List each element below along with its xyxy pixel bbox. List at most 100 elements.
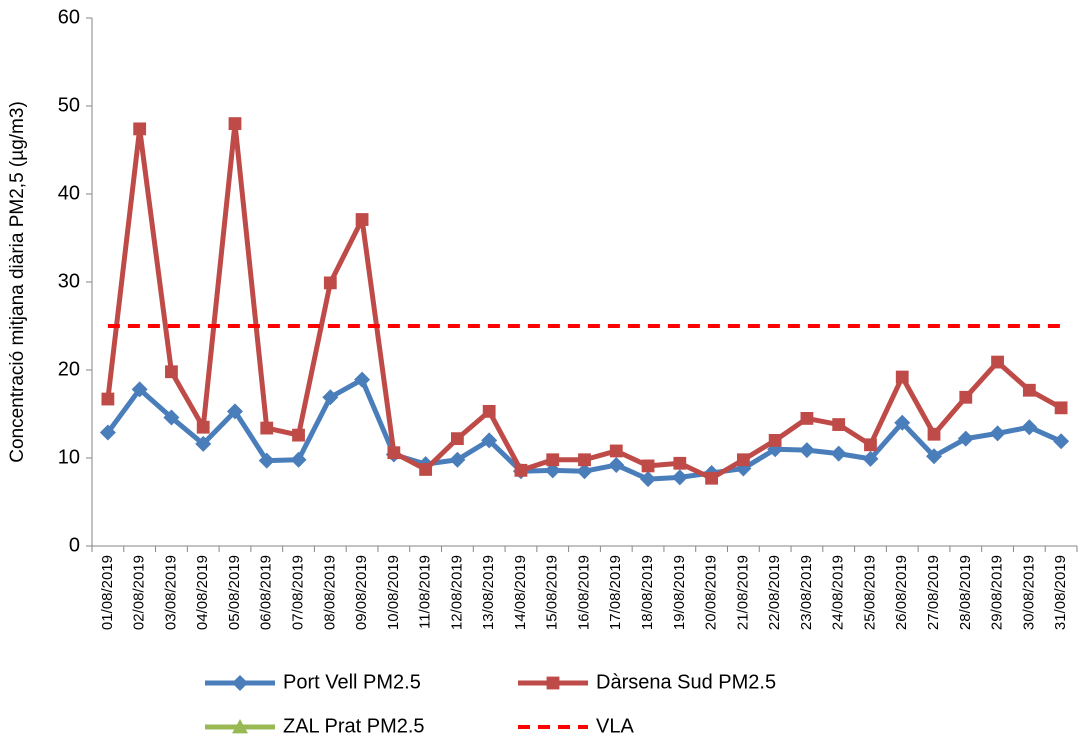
x-tick-label: 27/08/2019 [925, 555, 942, 630]
marker [387, 446, 401, 460]
x-tick-label: 06/08/2019 [258, 555, 275, 630]
x-tick-label: 23/08/2019 [798, 555, 815, 630]
marker [449, 451, 466, 468]
x-tick-label: 29/08/2019 [989, 555, 1006, 630]
marker [131, 381, 148, 398]
legend-marker [232, 719, 248, 734]
x-tick-label: 02/08/2019 [131, 555, 148, 630]
y-tick-label: 50 [58, 94, 80, 116]
marker [991, 355, 1004, 369]
marker [163, 409, 180, 426]
marker [165, 365, 178, 379]
marker [640, 471, 657, 488]
marker [800, 412, 814, 425]
marker [864, 438, 877, 452]
x-tick-label: 20/08/2019 [703, 555, 720, 630]
x-tick-label: 10/08/2019 [385, 555, 402, 630]
marker [927, 427, 941, 441]
marker [1022, 383, 1036, 397]
marker [989, 425, 1006, 442]
legend-label: Dàrsena Sud PM2.5 [596, 671, 776, 693]
marker [1021, 419, 1038, 436]
x-tick-label: 31/08/2019 [1052, 555, 1069, 630]
marker [354, 371, 371, 388]
marker [736, 453, 750, 467]
marker [926, 448, 943, 465]
y-tick-label: 20 [58, 358, 80, 380]
x-tick-label: 26/08/2019 [893, 555, 910, 630]
marker [196, 420, 210, 434]
x-tick-label: 28/08/2019 [957, 555, 974, 630]
y-axis-title: Concentració mitjana diària PM2,5 (µg/m3… [7, 101, 28, 463]
y-tick-label: 40 [58, 182, 80, 204]
marker [260, 421, 274, 435]
marker [705, 471, 718, 485]
x-tick-label: 03/08/2019 [162, 555, 179, 630]
marker [481, 432, 498, 449]
x-tick-label: 25/08/2019 [861, 555, 878, 630]
x-tick-label: 04/08/2019 [194, 555, 211, 630]
marker [894, 414, 911, 431]
x-tick-label: 13/08/2019 [480, 555, 497, 630]
legend-label: ZAL Prat PM2.5 [283, 715, 425, 737]
x-tick-label: 01/08/2019 [99, 555, 116, 630]
marker [959, 390, 973, 404]
marker [419, 463, 433, 476]
marker [482, 404, 496, 418]
marker [641, 459, 655, 473]
x-tick-label: 11/08/2019 [417, 555, 434, 629]
marker [768, 434, 782, 447]
y-tick-label: 10 [58, 446, 80, 468]
x-tick-label: 24/08/2019 [830, 555, 847, 630]
marker [830, 445, 847, 462]
marker [1054, 401, 1068, 415]
marker [323, 276, 337, 290]
marker [546, 453, 560, 467]
x-tick-label: 16/08/2019 [575, 555, 592, 630]
marker [1053, 433, 1070, 450]
marker [258, 452, 275, 469]
x-tick-label: 14/08/2019 [512, 555, 529, 630]
x-tick-label: 19/08/2019 [671, 555, 688, 630]
marker [957, 430, 974, 447]
marker [578, 453, 591, 467]
marker [514, 463, 528, 477]
marker [195, 435, 212, 452]
x-tick-label: 05/08/2019 [226, 555, 243, 630]
marker [99, 424, 116, 441]
x-tick-label: 15/08/2019 [544, 555, 561, 630]
y-tick-label: 60 [58, 6, 80, 28]
marker [355, 213, 369, 226]
marker [290, 451, 307, 468]
marker [133, 122, 147, 136]
legend-label: VLA [596, 715, 634, 737]
marker [832, 418, 846, 431]
marker [671, 469, 688, 486]
y-tick-label: 0 [69, 534, 80, 556]
x-tick-label: 07/08/2019 [290, 555, 307, 630]
marker [862, 450, 879, 467]
marker [101, 392, 115, 406]
legend-marker [546, 676, 560, 690]
x-tick-label: 18/08/2019 [639, 555, 656, 630]
marker [544, 462, 561, 479]
legend-marker [232, 675, 248, 691]
marker [228, 117, 242, 130]
legend-label: Port Vell PM2.5 [283, 671, 421, 693]
x-tick-label: 30/08/2019 [1020, 555, 1037, 630]
x-tick-label: 09/08/2019 [353, 555, 370, 630]
marker [322, 389, 339, 406]
x-tick-label: 21/08/2019 [734, 555, 751, 630]
marker [576, 463, 593, 480]
marker [292, 428, 305, 442]
marker [895, 370, 909, 384]
x-tick-label: 08/08/2019 [321, 555, 338, 630]
marker [673, 456, 687, 470]
x-tick-label: 22/08/2019 [766, 555, 783, 630]
x-tick-label: 12/08/2019 [448, 555, 465, 630]
marker [451, 432, 464, 446]
x-tick-label: 17/08/2019 [607, 555, 624, 630]
marker [226, 403, 243, 420]
series-line [105, 121, 1063, 481]
